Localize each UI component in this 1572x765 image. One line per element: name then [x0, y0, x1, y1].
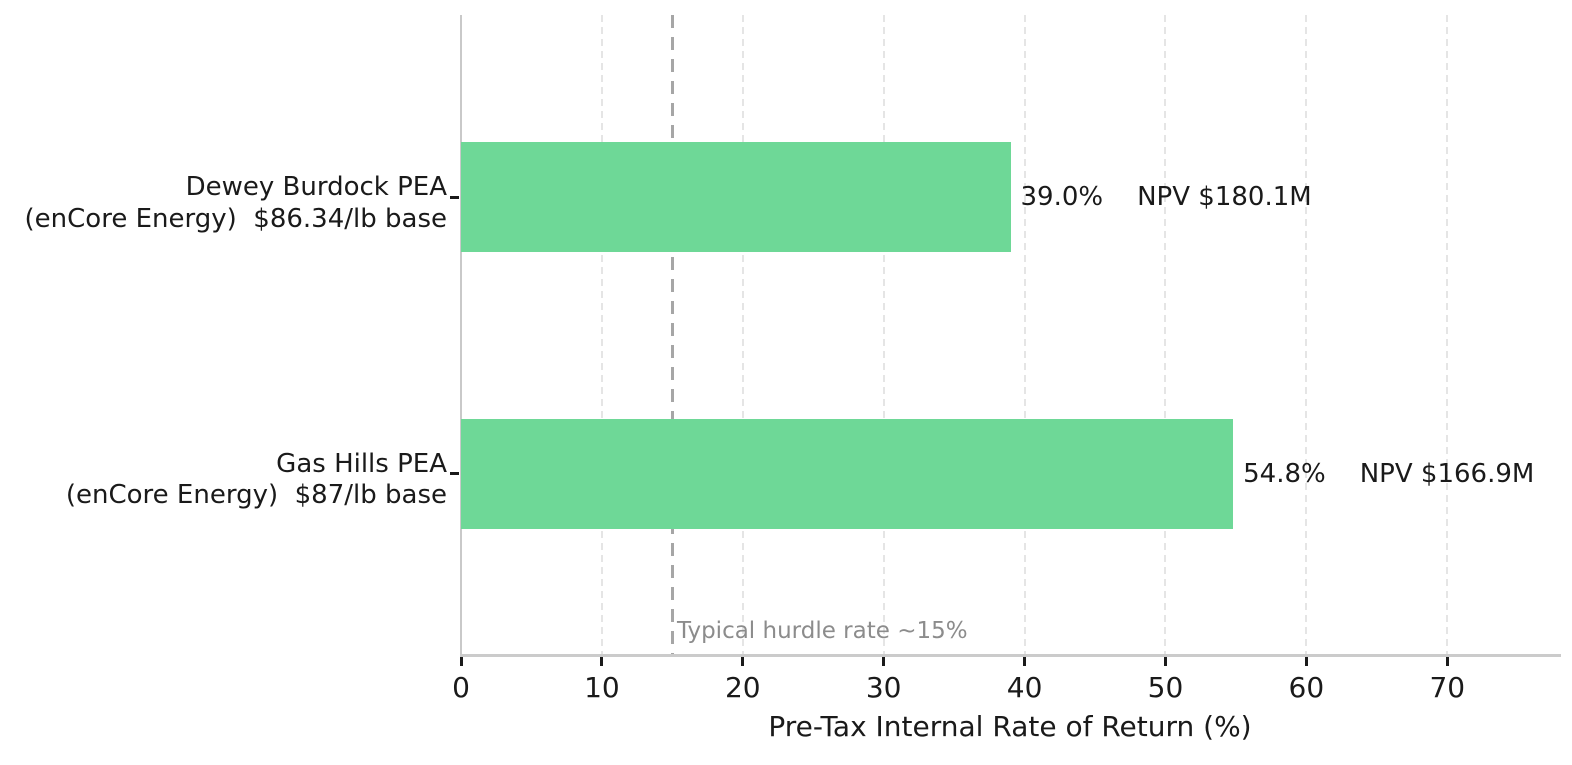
x-tick-mark — [741, 657, 745, 666]
irr-value: 39.0% — [1020, 182, 1104, 213]
x-tick-label: 10 — [584, 671, 620, 704]
hurdle-rate-annotation: Typical hurdle rate ~15% — [677, 618, 968, 644]
npv-value: NPV $166.9M — [1359, 458, 1535, 489]
gridline-x60 — [1305, 15, 1308, 656]
category-label: Dewey Burdock PEA (enCore Energy) $86.34/… — [0, 172, 447, 234]
bar-1 — [461, 142, 1011, 253]
x-tick-mark — [1023, 657, 1027, 666]
category-detail: (enCore Energy) $86.34/lb base — [24, 203, 447, 234]
category-label: Gas Hills PEA (enCore Energy) $87/lb base — [0, 448, 447, 510]
y-axis-spine — [460, 15, 462, 656]
x-axis-title: Pre-Tax Internal Rate of Return (%) — [768, 710, 1252, 743]
x-tick-label: 30 — [865, 671, 902, 704]
hurdle-rate-line — [670, 15, 674, 656]
gridline-x20 — [741, 15, 744, 656]
irr-value: 54.8% — [1243, 458, 1326, 489]
plot-area: 39.0% NPV $180.1M 54.8% NPV $166.9M — [461, 15, 1560, 656]
x-tick-label: 0 — [452, 671, 470, 704]
gridline-x30 — [882, 15, 885, 656]
x-tick-mark — [600, 657, 604, 666]
x-tick-label: 50 — [1147, 671, 1184, 704]
category-name: Gas Hills PEA — [276, 448, 447, 479]
gridline-x70 — [1446, 15, 1449, 656]
x-tick-mark — [1304, 657, 1308, 666]
category-name: Dewey Burdock PEA — [185, 172, 447, 203]
x-tick-label: 60 — [1288, 671, 1325, 704]
bar-value-label: 39.0% NPV $180.1M — [1021, 182, 1312, 212]
x-tick-mark — [1445, 657, 1449, 666]
gridline-x50 — [1164, 15, 1167, 656]
x-tick-label: 40 — [1006, 671, 1043, 704]
x-axis-spine — [460, 654, 1561, 657]
npv-value: NPV $180.1M — [1137, 182, 1312, 213]
x-tick-mark — [882, 657, 886, 666]
x-tick-mark — [1163, 657, 1167, 666]
y-tick-mark — [450, 195, 459, 199]
bar-2 — [461, 418, 1234, 529]
y-tick-mark — [450, 472, 459, 475]
x-tick-label: 20 — [724, 671, 761, 704]
gridline-x40 — [1023, 15, 1026, 656]
gridline-x10 — [600, 15, 603, 656]
bar-value-label: 54.8% NPV $166.9M — [1243, 459, 1534, 489]
x-tick-mark — [459, 657, 463, 666]
x-tick-label: 70 — [1429, 671, 1466, 704]
category-detail: (enCore Energy) $87/lb base — [65, 479, 447, 510]
